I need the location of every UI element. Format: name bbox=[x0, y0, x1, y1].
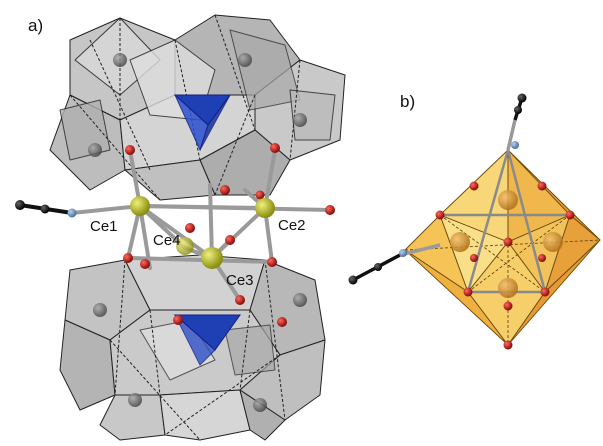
panel-b-label: b) bbox=[400, 92, 416, 111]
ce1-atom bbox=[130, 196, 150, 216]
panel-b-core bbox=[404, 149, 601, 346]
ligand-a bbox=[15, 200, 141, 218]
upper-cage bbox=[49, 14, 346, 201]
ce2-label: Ce2 bbox=[278, 217, 306, 234]
oxygen-atoms-a bbox=[123, 143, 335, 327]
cerium-atoms bbox=[130, 196, 275, 269]
upper-tetrahedron bbox=[173, 94, 231, 152]
lower-tetrahedron bbox=[173, 314, 241, 366]
ce2-atom bbox=[255, 198, 275, 218]
panel-a-structure bbox=[15, 14, 346, 441]
metal-atoms-a bbox=[88, 53, 307, 412]
ce4-atom bbox=[176, 237, 194, 255]
panel-b-atoms bbox=[348, 93, 575, 350]
panel-a-label: a) bbox=[28, 16, 44, 35]
ce1-label: Ce1 bbox=[90, 218, 118, 235]
ce3-atom bbox=[201, 247, 223, 269]
lower-cage bbox=[59, 254, 326, 441]
ce3-label: Ce3 bbox=[226, 272, 254, 289]
ce4-label: Ce4 bbox=[153, 232, 181, 249]
